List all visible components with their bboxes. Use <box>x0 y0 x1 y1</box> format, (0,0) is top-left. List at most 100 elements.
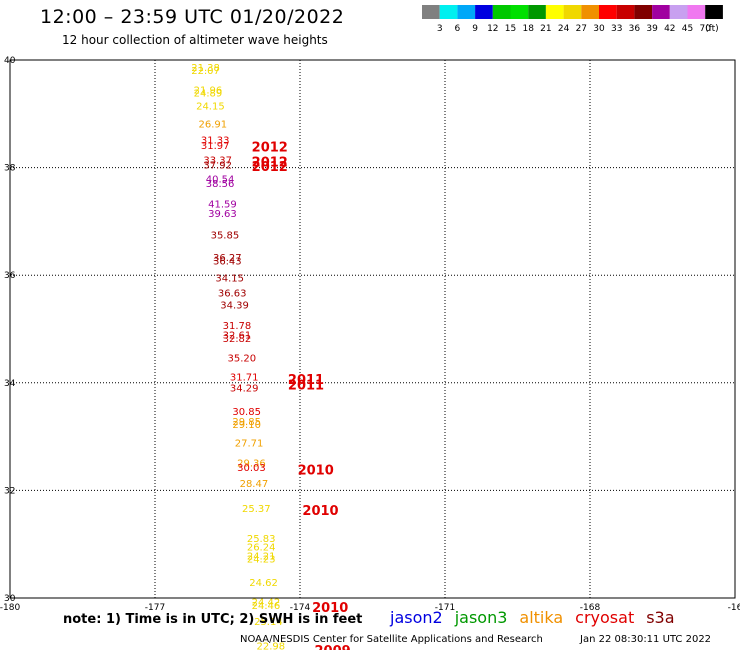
wave-height-label: 24.62 <box>249 578 278 589</box>
wave-height-label: 21.38 <box>191 63 220 74</box>
wave-height-label: 30.85 <box>232 407 261 418</box>
wave-height-label: 40.54 <box>206 175 235 186</box>
wave-height-label: 34.15 <box>215 274 244 285</box>
lon-tick-label: -180 <box>0 603 20 613</box>
satellite-altika: altika <box>519 608 564 627</box>
wave-height-label: 32.61 <box>223 331 252 342</box>
satellite-jason2: jason2 <box>390 608 443 627</box>
legend-label: 21 <box>540 24 551 34</box>
legend-label: 18 <box>522 24 534 34</box>
lon-tick-label: -168 <box>580 603 601 613</box>
wave-height-color-legend: 3 6 9 12 15 18 21 24 27 30 33 36 39 42 45 70(ft) <box>422 5 723 34</box>
wave-height-label: 37.92 <box>203 161 232 172</box>
wave-height-label: 31.97 <box>201 141 230 152</box>
wave-height-label: 39.63 <box>208 209 237 220</box>
wave-height-label: 25.37 <box>242 504 271 515</box>
wave-height-label: 35.85 <box>211 231 240 242</box>
year-label: 2010 <box>312 601 348 616</box>
legend-swatch <box>705 5 723 19</box>
wave-height-label: 36.27 <box>213 253 242 264</box>
wave-height-label: 27.71 <box>235 438 264 449</box>
year-label: 2011 <box>288 373 324 388</box>
map-title: 12:00 – 23:59 UTC 01/20/2022 <box>40 6 345 28</box>
legend-label: 45 <box>682 24 693 34</box>
wave-height-label: 41.59 <box>208 199 237 210</box>
map-frame <box>9 59 736 599</box>
wave-height-label: 34.39 <box>220 301 249 312</box>
legend-swatch <box>545 5 564 19</box>
legend-swatch <box>599 5 617 19</box>
wave-height-label: 24.23 <box>247 554 276 565</box>
wave-height-label: 25.83 <box>247 534 276 545</box>
satellite-cryosat: cryosat <box>575 608 635 627</box>
wave-height-label: 24.21 <box>247 551 276 562</box>
legend-swatch <box>652 5 670 19</box>
wave-height-label: 29.36 <box>237 459 266 470</box>
map-subtitle: 12 hour collection of altimeter wave hei… <box>62 33 328 47</box>
legend-swatch <box>669 5 688 19</box>
legend-label: 12 <box>487 24 498 34</box>
legend-label: 9 <box>472 24 478 34</box>
legend-label: 33 <box>611 24 622 34</box>
wave-height-label: 26.91 <box>199 119 228 130</box>
legend-swatch <box>528 5 546 19</box>
wave-height-label: 36.43 <box>213 256 242 267</box>
legend-swatch <box>492 5 511 19</box>
year-label: 2009 <box>315 644 351 650</box>
wave-height-label: 30.03 <box>237 463 266 474</box>
wave-height-label: 22.07 <box>191 66 220 77</box>
wave-height-label: 28.47 <box>240 479 269 490</box>
legend-label: 70 <box>699 24 711 34</box>
legend-label: 3 <box>437 24 443 34</box>
legend-swatch <box>457 5 476 19</box>
lat-tick-label: 34 <box>4 379 16 389</box>
legend-swatch <box>687 5 706 19</box>
lat-tick-label: 32 <box>4 486 15 496</box>
wave-height-label: 29.85 <box>232 417 261 428</box>
wave-height-label: 24.42 <box>252 598 281 609</box>
wave-height-label: 33.37 <box>203 155 232 166</box>
legend-label: 42 <box>664 24 675 34</box>
wave-height-label: 24.15 <box>196 101 225 112</box>
wave-height-label: 29.10 <box>232 420 261 431</box>
legend-label: 27 <box>576 24 587 34</box>
wave-height-label: 32.82 <box>223 334 252 345</box>
legend-label: 36 <box>629 24 641 34</box>
wave-height-label: 26.24 <box>247 543 276 554</box>
lon-tick-label: -171 <box>435 603 455 613</box>
lon-tick-label: -174 <box>290 603 311 613</box>
wave-height-label: 25.14 <box>254 617 283 628</box>
legend-label: 30 <box>593 24 605 34</box>
lat-tick-label: 30 <box>4 594 16 604</box>
legend-swatch <box>475 5 493 19</box>
legend-swatch <box>422 5 440 19</box>
legend-label: 39 <box>646 24 658 34</box>
wave-height-label: 31.78 <box>223 321 252 332</box>
satellite-legend: jason2 jason3 altika cryosat s3a <box>390 608 687 627</box>
units-note: note: 1) Time is in UTC; 2) SWH is in fe… <box>63 612 363 627</box>
legend-swatch <box>581 5 599 19</box>
wave-height-label: 21.96 <box>194 85 223 96</box>
year-label: 2010 <box>298 463 334 478</box>
wave-height-label: 24.89 <box>194 89 223 100</box>
year-label: 2012 <box>252 160 288 175</box>
legend-swatch <box>563 5 582 19</box>
legend-swatch <box>439 5 458 19</box>
legend-unit: (ft) <box>705 24 719 34</box>
legend-label: 24 <box>558 24 570 34</box>
footer-source: NOAA/NESDIS Center for Satellite Applica… <box>240 634 543 645</box>
wave-height-label: 36.63 <box>218 289 247 300</box>
wave-height-label: 38.56 <box>206 179 235 190</box>
legend-label: 15 <box>505 24 516 34</box>
lon-tick-label: -177 <box>145 603 165 613</box>
legend-label: 6 <box>455 24 461 34</box>
legend-swatch <box>616 5 635 19</box>
year-label: 2011 <box>288 378 324 393</box>
year-label: 2012 <box>252 140 288 155</box>
wave-height-label: 22.98 <box>257 642 286 650</box>
wave-height-label: 24.46 <box>252 601 281 612</box>
year-label: 2012 <box>252 156 288 171</box>
wave-height-label: 34.29 <box>230 383 259 394</box>
legend-swatch <box>634 5 653 19</box>
